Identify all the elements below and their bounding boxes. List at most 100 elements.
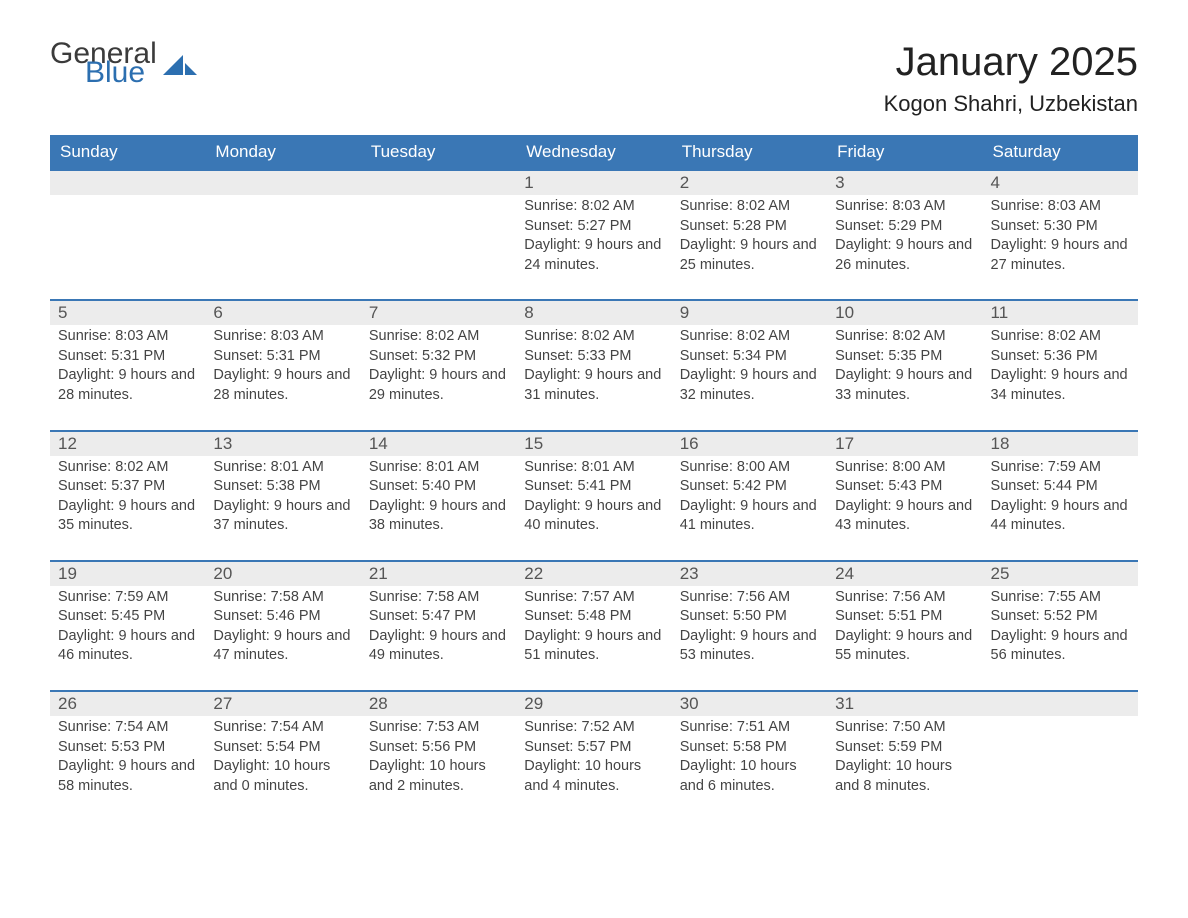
daylight-line: Daylight: 9 hours and 35 minutes. — [58, 497, 197, 536]
day-number: 23 — [672, 562, 827, 586]
sunrise-line-value: 8:02 AM — [737, 328, 790, 344]
sunset-line-value: 5:31 PM — [267, 348, 321, 364]
sunset-line-value: 5:45 PM — [111, 608, 165, 624]
sunrise-line: Sunrise: 8:01 AM — [524, 458, 663, 478]
sunrise-line-value: 8:00 AM — [892, 459, 945, 475]
calendar-day: 9Sunrise: 8:02 AMSunset: 5:34 PMDaylight… — [672, 300, 827, 430]
day-header: Wednesday — [516, 135, 671, 170]
day-details — [361, 195, 516, 291]
calendar-table: SundayMondayTuesdayWednesdayThursdayFrid… — [50, 135, 1138, 820]
sunset-line-value: 5:27 PM — [577, 218, 631, 234]
day-number: 2 — [672, 171, 827, 195]
daylight-line: Daylight: 9 hours and 32 minutes. — [680, 366, 819, 405]
header: General Blue January 2025 Kogon Shahri, … — [50, 40, 1138, 117]
sunset-line: Sunset: 5:45 PM — [58, 607, 197, 627]
calendar-day: 16Sunrise: 8:00 AMSunset: 5:42 PMDayligh… — [672, 431, 827, 561]
day-number — [361, 171, 516, 195]
sunset-line-label: Sunset: — [991, 478, 1040, 494]
sunrise-line: Sunrise: 8:02 AM — [991, 327, 1130, 347]
daylight-line-label: Daylight: — [835, 367, 891, 383]
sunset-line: Sunset: 5:54 PM — [213, 738, 352, 758]
day-number: 21 — [361, 562, 516, 586]
day-details: Sunrise: 8:02 AMSunset: 5:37 PMDaylight:… — [50, 456, 205, 560]
sunset-line-label: Sunset: — [58, 478, 107, 494]
calendar-day: 1Sunrise: 8:02 AMSunset: 5:27 PMDaylight… — [516, 170, 671, 300]
daylight-line-label: Daylight: — [991, 628, 1047, 644]
sunset-line-value: 5:42 PM — [733, 478, 787, 494]
daylight-line: Daylight: 10 hours and 4 minutes. — [524, 757, 663, 796]
sunrise-line-label: Sunrise: — [213, 459, 266, 475]
day-number: 24 — [827, 562, 982, 586]
day-number: 3 — [827, 171, 982, 195]
sunrise-line-label: Sunrise: — [680, 198, 733, 214]
day-number: 8 — [516, 301, 671, 325]
calendar-day: 30Sunrise: 7:51 AMSunset: 5:58 PMDayligh… — [672, 691, 827, 820]
sunrise-line-label: Sunrise: — [835, 719, 888, 735]
daylight-line: Daylight: 9 hours and 41 minutes. — [680, 497, 819, 536]
sunrise-line: Sunrise: 7:55 AM — [991, 588, 1130, 608]
sunrise-line-value: 7:54 AM — [115, 719, 168, 735]
daylight-line: Daylight: 9 hours and 27 minutes. — [991, 236, 1130, 275]
sunset-line-label: Sunset: — [524, 348, 573, 364]
sunset-line: Sunset: 5:31 PM — [213, 347, 352, 367]
calendar-day: 10Sunrise: 8:02 AMSunset: 5:35 PMDayligh… — [827, 300, 982, 430]
day-details: Sunrise: 7:51 AMSunset: 5:58 PMDaylight:… — [672, 716, 827, 820]
sunset-line-label: Sunset: — [680, 739, 729, 755]
sunrise-line-value: 7:58 AM — [426, 589, 479, 605]
day-details: Sunrise: 8:03 AMSunset: 5:31 PMDaylight:… — [50, 325, 205, 429]
sunrise-line-value: 8:03 AM — [271, 328, 324, 344]
sunrise-line-label: Sunrise: — [991, 589, 1044, 605]
day-details: Sunrise: 8:03 AMSunset: 5:30 PMDaylight:… — [983, 195, 1138, 299]
daylight-line-label: Daylight: — [680, 367, 736, 383]
sunrise-line-label: Sunrise: — [524, 459, 577, 475]
sunrise-line: Sunrise: 8:03 AM — [213, 327, 352, 347]
sunset-line-value: 5:50 PM — [733, 608, 787, 624]
daylight-line-label: Daylight: — [213, 628, 269, 644]
daylight-line: Daylight: 9 hours and 53 minutes. — [680, 627, 819, 666]
daylight-line: Daylight: 9 hours and 46 minutes. — [58, 627, 197, 666]
sunrise-line-label: Sunrise: — [369, 589, 422, 605]
calendar-body: 1Sunrise: 8:02 AMSunset: 5:27 PMDaylight… — [50, 170, 1138, 820]
day-details: Sunrise: 7:54 AMSunset: 5:54 PMDaylight:… — [205, 716, 360, 820]
daylight-line-label: Daylight: — [524, 498, 580, 514]
sunrise-line: Sunrise: 8:03 AM — [835, 197, 974, 217]
sunset-line-value: 5:35 PM — [888, 348, 942, 364]
day-number: 22 — [516, 562, 671, 586]
sunset-line-label: Sunset: — [680, 218, 729, 234]
calendar-week: 5Sunrise: 8:03 AMSunset: 5:31 PMDaylight… — [50, 300, 1138, 430]
sunset-line-label: Sunset: — [524, 218, 573, 234]
sunrise-line-value: 7:59 AM — [115, 589, 168, 605]
sunrise-line-value: 7:56 AM — [737, 589, 790, 605]
sunrise-line-value: 8:01 AM — [582, 459, 635, 475]
sunset-line: Sunset: 5:40 PM — [369, 477, 508, 497]
daylight-line-label: Daylight: — [213, 367, 269, 383]
calendar-day: 22Sunrise: 7:57 AMSunset: 5:48 PMDayligh… — [516, 561, 671, 691]
day-number: 20 — [205, 562, 360, 586]
sunrise-line-value: 7:55 AM — [1048, 589, 1101, 605]
calendar-day: 5Sunrise: 8:03 AMSunset: 5:31 PMDaylight… — [50, 300, 205, 430]
sunrise-line-label: Sunrise: — [213, 328, 266, 344]
day-details: Sunrise: 8:02 AMSunset: 5:27 PMDaylight:… — [516, 195, 671, 299]
calendar-day: 21Sunrise: 7:58 AMSunset: 5:47 PMDayligh… — [361, 561, 516, 691]
calendar-day: 14Sunrise: 8:01 AMSunset: 5:40 PMDayligh… — [361, 431, 516, 561]
sunrise-line-value: 7:57 AM — [582, 589, 635, 605]
sunset-line-label: Sunset: — [680, 478, 729, 494]
day-details: Sunrise: 8:00 AMSunset: 5:43 PMDaylight:… — [827, 456, 982, 560]
sunrise-line-value: 8:02 AM — [582, 328, 635, 344]
day-number: 29 — [516, 692, 671, 716]
day-header: Saturday — [983, 135, 1138, 170]
day-details: Sunrise: 8:03 AMSunset: 5:29 PMDaylight:… — [827, 195, 982, 299]
sunset-line-label: Sunset: — [213, 608, 262, 624]
daylight-line-label: Daylight: — [58, 628, 114, 644]
sunrise-line: Sunrise: 8:03 AM — [991, 197, 1130, 217]
daylight-line-label: Daylight: — [524, 237, 580, 253]
daylight-line: Daylight: 9 hours and 26 minutes. — [835, 236, 974, 275]
daylight-line-label: Daylight: — [369, 367, 425, 383]
sunrise-line-value: 7:54 AM — [271, 719, 324, 735]
sunset-line-value: 5:41 PM — [577, 478, 631, 494]
sunrise-line-label: Sunrise: — [58, 719, 111, 735]
sunrise-line-value: 8:02 AM — [737, 198, 790, 214]
sunrise-line-label: Sunrise: — [524, 198, 577, 214]
sunset-line-value: 5:47 PM — [422, 608, 476, 624]
sunrise-line: Sunrise: 7:56 AM — [680, 588, 819, 608]
